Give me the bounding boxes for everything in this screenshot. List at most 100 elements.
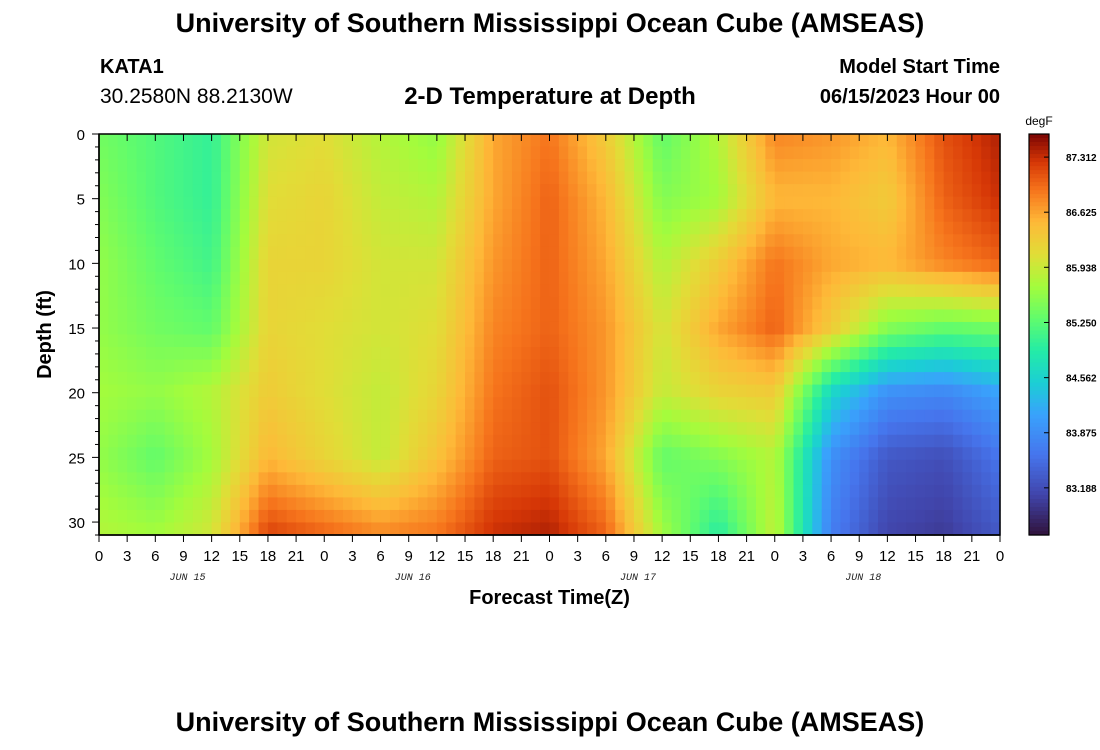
heatmap-cell [267, 422, 278, 436]
heatmap-cell [277, 509, 288, 524]
heatmap-cell [108, 409, 119, 423]
heatmap-cell [680, 246, 691, 260]
heatmap-cell [990, 171, 1001, 185]
colorbar-band [1029, 426, 1049, 432]
heatmap-cell [117, 184, 128, 198]
heatmap-cell [155, 309, 166, 323]
heatmap-cell [924, 472, 935, 486]
heatmap-cell [174, 509, 185, 524]
heatmap-cell [277, 522, 288, 536]
colorbar-band [1029, 522, 1049, 528]
heatmap-cell [202, 209, 213, 223]
heatmap-cell [455, 209, 466, 223]
heatmap-cell [633, 246, 644, 260]
heatmap-cell [605, 321, 616, 336]
heatmap-cell [540, 159, 551, 173]
heatmap-cell [117, 271, 128, 285]
heatmap-cell [943, 234, 954, 248]
heatmap-cell [587, 209, 598, 223]
heatmap-cell [709, 284, 720, 298]
heatmap-cell [296, 309, 307, 323]
x-axis-title: Forecast Time(Z) [469, 587, 630, 609]
heatmap-cell [971, 509, 982, 524]
heatmap-cell [906, 321, 917, 336]
heatmap-cell [183, 522, 194, 536]
heatmap-cell [962, 497, 973, 511]
colorbar-band [1029, 282, 1049, 287]
heatmap [99, 134, 1001, 536]
heatmap-cell [990, 422, 1001, 436]
heatmap-cell [145, 384, 156, 398]
heatmap-cell [755, 221, 766, 235]
heatmap-cell [962, 321, 973, 336]
heatmap-cell [258, 146, 269, 160]
heatmap-cell [183, 509, 194, 524]
heatmap-cell [990, 447, 1001, 461]
heatmap-cell [990, 221, 1001, 235]
heatmap-cell [718, 347, 729, 361]
heatmap-cell [718, 246, 729, 260]
heatmap-cell [408, 447, 419, 461]
heatmap-cell [399, 246, 410, 260]
heatmap-cell [652, 472, 663, 486]
heatmap-cell [127, 359, 138, 373]
heatmap-cell [643, 221, 654, 235]
heatmap-cell [277, 246, 288, 260]
heatmap-cell [802, 171, 813, 185]
heatmap-cell [990, 372, 1001, 386]
heatmap-cell [690, 271, 701, 285]
heatmap-cell [943, 459, 954, 473]
heatmap-cell [108, 509, 119, 524]
heatmap-cell [249, 171, 260, 185]
x-tick-label: 18 [485, 548, 502, 565]
heatmap-cell [427, 246, 438, 260]
heatmap-cell [962, 284, 973, 298]
heatmap-cell [155, 484, 166, 499]
heatmap-cell [943, 246, 954, 260]
heatmap-cell [859, 472, 870, 486]
heatmap-cell [296, 271, 307, 285]
heatmap-cell [230, 246, 241, 260]
heatmap-cell [352, 447, 363, 461]
heatmap-cell [953, 422, 964, 436]
heatmap-cell [755, 159, 766, 173]
heatmap-cell [727, 472, 738, 486]
heatmap-cell [418, 259, 429, 273]
heatmap-cell [427, 497, 438, 511]
heatmap-cell [540, 397, 551, 411]
heatmap-cell [211, 347, 222, 361]
heatmap-cell [859, 146, 870, 160]
heatmap-cell [145, 509, 156, 524]
heatmap-cell [971, 484, 982, 499]
heatmap-cell [399, 334, 410, 348]
heatmap-cell [286, 196, 297, 210]
heatmap-cell [821, 422, 832, 436]
heatmap-cell [436, 447, 447, 461]
heatmap-cell [436, 284, 447, 298]
heatmap-cell [483, 497, 494, 511]
heatmap-cell [474, 159, 485, 173]
heatmap-cell [511, 397, 522, 411]
heatmap-cell [727, 271, 738, 285]
heatmap-cell [934, 134, 945, 148]
heatmap-cell [371, 196, 382, 210]
heatmap-cell [371, 159, 382, 173]
heatmap-cell [296, 321, 307, 336]
heatmap-cell [699, 334, 710, 348]
heatmap-cell [145, 196, 156, 210]
heatmap-cell [605, 447, 616, 461]
heatmap-cell [765, 509, 776, 524]
heatmap-cell [896, 372, 907, 386]
heatmap-cell [849, 309, 860, 323]
heatmap-cell [521, 159, 532, 173]
heatmap-cell [267, 196, 278, 210]
heatmap-cell [258, 447, 269, 461]
heatmap-cell [230, 284, 241, 298]
heatmap-cell [652, 347, 663, 361]
heatmap-cell [408, 321, 419, 336]
heatmap-cell [868, 384, 879, 398]
heatmap-cell [389, 146, 400, 160]
heatmap-cell [962, 334, 973, 348]
heatmap-cell [136, 134, 147, 148]
heatmap-cell [831, 434, 842, 448]
